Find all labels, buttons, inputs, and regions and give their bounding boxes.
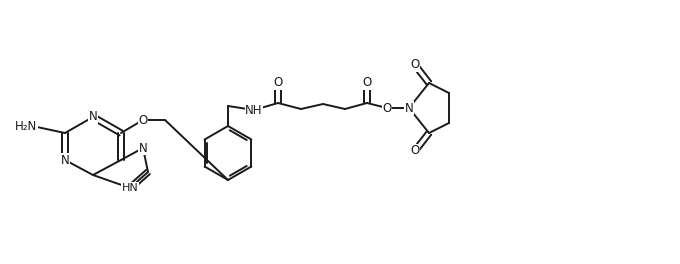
Text: HN: HN [122, 183, 138, 193]
Text: N: N [405, 101, 413, 115]
Text: O: O [362, 77, 372, 89]
Text: O: O [273, 77, 283, 89]
Text: N: N [88, 111, 97, 124]
Text: O: O [382, 101, 392, 115]
Text: N: N [139, 142, 148, 154]
Text: N: N [61, 153, 69, 167]
Text: O: O [410, 59, 420, 72]
Text: NH: NH [245, 103, 262, 116]
Text: O: O [138, 114, 148, 126]
Text: H₂N: H₂N [15, 120, 37, 134]
Text: O: O [410, 144, 420, 158]
